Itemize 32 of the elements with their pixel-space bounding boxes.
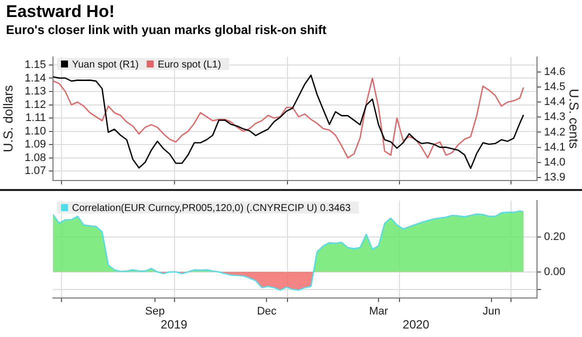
x-tick-label: Mar bbox=[369, 306, 388, 318]
y2-tick-label: 14.5 bbox=[544, 81, 566, 94]
y-tick-label: 1.11 bbox=[25, 112, 46, 124]
y2-tick-label: 14.3 bbox=[544, 111, 566, 124]
y-tick-label: 0.00 bbox=[544, 266, 566, 278]
text: 2019 bbox=[160, 317, 188, 332]
y2-axis-title: U.S. cents bbox=[566, 88, 582, 150]
y-tick-label: 0.20 bbox=[544, 231, 566, 244]
x-tick-label: Dec bbox=[256, 306, 278, 318]
y-tick-label: 1.09 bbox=[24, 138, 46, 151]
chart-title: Eastward Ho! bbox=[6, 2, 115, 22]
legend-label: Euro spot (L1) bbox=[158, 59, 222, 70]
x-tick-label: Jun bbox=[482, 306, 500, 318]
chart-subtitle: Euro's closer link with yuan marks global risk-on shift bbox=[6, 23, 326, 37]
y2-tick-label: 14.6 bbox=[544, 66, 566, 78]
y2-tick-label: 14.2 bbox=[544, 126, 566, 138]
y-tick-label: 1.07 bbox=[24, 165, 46, 178]
y2-tick-label: 14.0 bbox=[544, 156, 566, 168]
y-tick-label: 1.15 bbox=[24, 58, 46, 71]
y-axis-title: U.S. dollars bbox=[0, 84, 16, 152]
y-tick-label: 1.12 bbox=[24, 98, 46, 111]
legend-label: Yuan spot (R1) bbox=[72, 59, 139, 70]
x-tick-label: Sep bbox=[145, 306, 165, 318]
y2-tick-label: 13.9 bbox=[544, 171, 566, 184]
legend-label: Correlation(EUR Curncy,PR005,120,0) (.CNYRECIP U) 0.3463 bbox=[72, 202, 352, 214]
y-tick-label: 1.14 bbox=[24, 72, 46, 84]
y-tick-label: 1.08 bbox=[24, 152, 46, 164]
y2-tick-label: 14.4 bbox=[544, 96, 566, 108]
y2-tick-label: 14.1 bbox=[544, 141, 566, 154]
y-tick-label: 1.13 bbox=[24, 86, 46, 98]
y-tick-label: 1.10 bbox=[24, 125, 46, 138]
text: 2020 bbox=[402, 317, 430, 332]
